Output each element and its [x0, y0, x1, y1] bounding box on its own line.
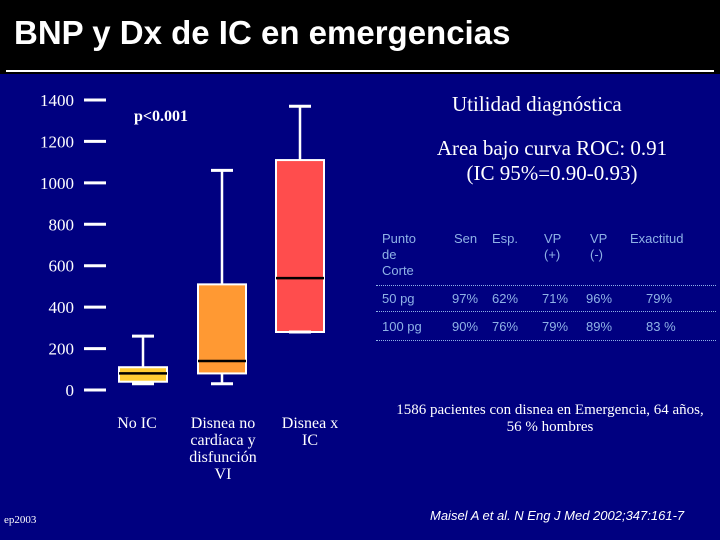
category-label-disnea-no-cardiaca: Disnea no cardíaca y disfunción VI — [189, 415, 257, 483]
table-cell: 89% — [586, 319, 613, 334]
table-cell: 83 % — [646, 319, 676, 334]
y-tick-label: 400 — [49, 298, 75, 317]
utility-heading: Utilidad diagnóstica — [452, 92, 622, 116]
table-divider — [376, 311, 716, 313]
table-header-cutoff: Punto de Corte — [382, 231, 416, 278]
auc-text: Area bajo curva ROC: 0.91 (IC 95%=0.90-0… — [436, 136, 668, 185]
table-cell: 90% — [452, 319, 479, 334]
table-header-sen: Sen — [454, 231, 478, 246]
table-header-vp-neg: VP (-) — [590, 231, 608, 262]
y-tick-label: 1000 — [40, 174, 74, 193]
p-value-label: p<0.001 — [134, 108, 189, 125]
box-iqr — [275, 159, 325, 333]
table-header-esp: Esp. — [492, 231, 519, 246]
diagnostic-table: Punto de Corte Sen Esp. VP (+) VP (-) Ex… — [376, 228, 716, 344]
category-label-disnea-ic: Disnea x IC — [281, 415, 339, 449]
citation: Maisel A et al. N Eng J Med 2002;347:161… — [430, 508, 685, 523]
y-tick-label: 800 — [49, 215, 75, 234]
y-tick-label: 1400 — [40, 91, 74, 110]
table-cell: 71% — [542, 291, 569, 306]
title-divider — [6, 70, 714, 72]
y-tick-label: 1200 — [40, 132, 74, 151]
table-cell: 50 pg — [382, 291, 415, 306]
table-cell: 76% — [492, 319, 519, 334]
slide-title: BNP y Dx de IC en emergencias — [14, 14, 511, 51]
table-cell: 79% — [646, 291, 673, 306]
y-tick-label: 200 — [49, 340, 75, 359]
study-footnote: 1586 pacientes con disnea en Emergencia,… — [396, 402, 704, 435]
y-tick-label: 600 — [49, 257, 75, 276]
table-cell: 62% — [492, 291, 519, 306]
table-divider — [376, 340, 716, 342]
table-cell: 97% — [452, 291, 479, 306]
table-divider — [376, 285, 716, 287]
box-iqr — [197, 283, 247, 375]
table-header-vp-pos: VP (+) — [544, 231, 562, 262]
table-cell: 79% — [542, 319, 569, 334]
title-bar — [0, 0, 720, 74]
y-tick-label: 0 — [66, 381, 75, 400]
category-label-no-ic: No IC — [117, 415, 157, 432]
table-cell: 100 pg — [382, 319, 422, 334]
table-header-exactitud: Exactitud — [630, 231, 684, 246]
author-tag: ep2003 — [4, 514, 37, 526]
table-cell: 96% — [586, 291, 613, 306]
